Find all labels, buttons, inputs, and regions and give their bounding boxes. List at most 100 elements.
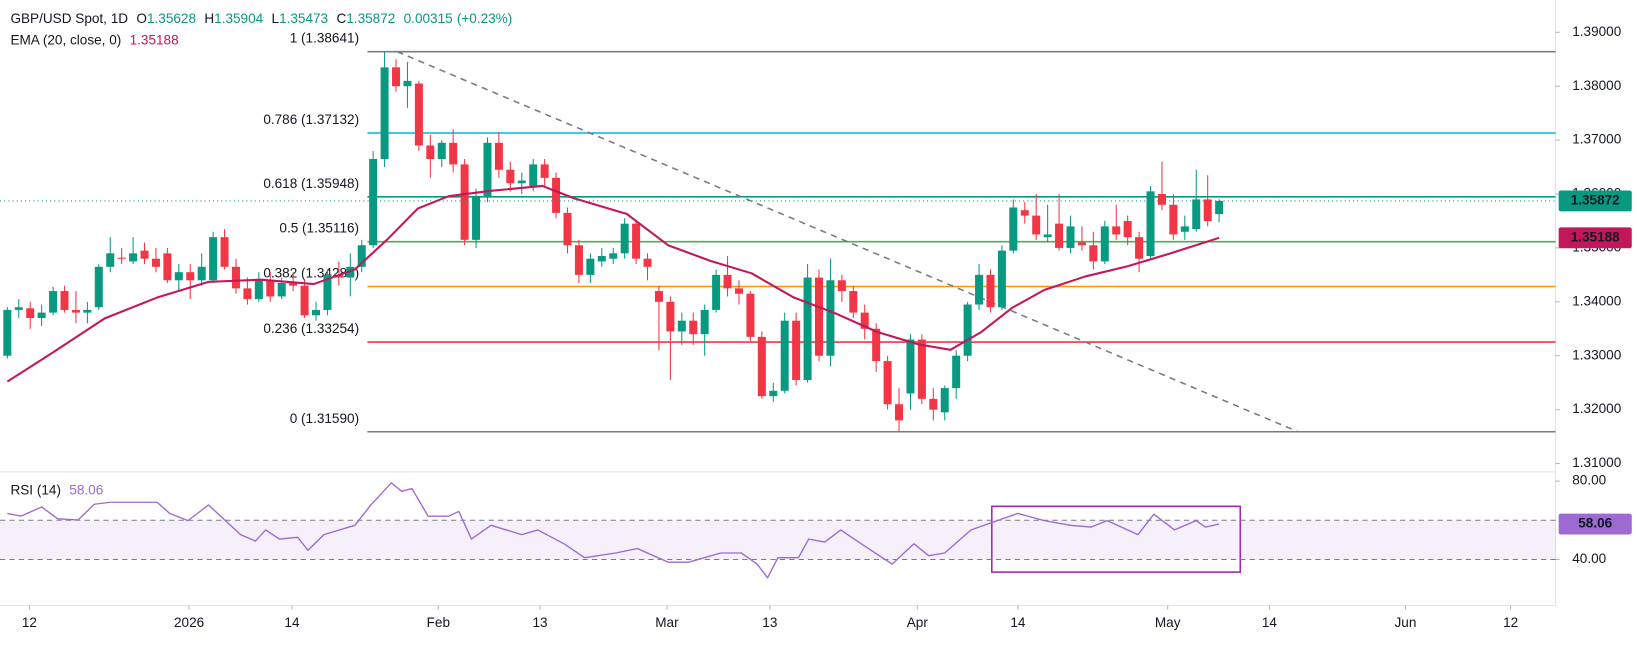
candle-body [1055, 223, 1064, 248]
axes: 1.390001.380001.370001.360001.350001.340… [22, 24, 1632, 630]
candle-body [220, 237, 229, 267]
candle-body [289, 282, 298, 286]
fib-label: 0.236 (1.33254) [263, 321, 359, 336]
candle-body [380, 67, 389, 159]
ema-value: 1.35188 [130, 32, 179, 47]
header-ema: EMA (20, close, 0) 1.35188 [10, 32, 178, 47]
x-tick-label: 12 [22, 615, 37, 630]
price-tag: 1.35872 [1571, 193, 1620, 208]
candle-body [403, 80, 412, 87]
candle-body [1089, 245, 1098, 262]
candle-body [1009, 207, 1018, 251]
candle-body [1169, 204, 1178, 235]
candle-body [129, 253, 138, 262]
candle-body [746, 293, 755, 337]
c-value: 1.35872 [346, 10, 395, 25]
candle-body [437, 142, 446, 159]
candle-body [483, 142, 492, 197]
candle-body [963, 304, 972, 356]
candle-body [449, 142, 458, 165]
candle-body [506, 169, 515, 184]
rsi-band-fill [0, 520, 1556, 560]
rsi-name: RSI (14) [10, 482, 61, 497]
h-label: H [204, 10, 214, 25]
y-tick-label: 1.39000 [1572, 24, 1621, 39]
candle-body [597, 256, 606, 262]
candle-body [277, 282, 286, 297]
candle-body [460, 164, 469, 240]
candle-body [769, 390, 778, 397]
candle-body [849, 291, 858, 313]
y-tick-label: 1.31000 [1572, 455, 1621, 470]
candle-body [3, 309, 12, 356]
candle-body [654, 291, 663, 302]
candle-body [231, 266, 240, 289]
c-label: C [336, 10, 346, 25]
candle-body [60, 291, 69, 310]
candle-body [357, 245, 366, 267]
rsi-tick-label: 40.00 [1572, 551, 1606, 566]
rsi-value: 58.06 [69, 482, 103, 497]
header-ohlc: GBP/USD Spot, 1D O1.35628 H1.35904 L1.35473… [10, 10, 512, 25]
candle-body [540, 164, 549, 178]
main-pane: 1 (1.38641) 0.786 (1.37132) 0.618 (1.35948… [0, 31, 1556, 433]
x-tick-label: 14 [1262, 615, 1278, 630]
candle-body [323, 274, 332, 310]
candle-body [494, 142, 503, 170]
y-tick-label: 1.38000 [1572, 78, 1621, 93]
candle-body [1020, 210, 1029, 216]
symbol: GBP/USD Spot, 1D [10, 10, 128, 25]
change-pct: (+0.23%) [457, 10, 512, 25]
candle-body [975, 274, 984, 305]
o-value: 1.35628 [147, 10, 196, 25]
candle-body [552, 177, 561, 213]
candle-body [1066, 226, 1075, 248]
ema-tag: 1.35188 [1571, 229, 1620, 244]
candle-body [186, 272, 195, 281]
candle-body [174, 272, 183, 281]
candle-body [37, 312, 46, 318]
candle-body [71, 309, 80, 313]
candle-body [1180, 226, 1189, 232]
candle-body [666, 301, 675, 332]
candle-body [1043, 234, 1052, 238]
y-tick-label: 1.32000 [1572, 401, 1621, 416]
candle-body [117, 257, 126, 259]
candle-body [369, 158, 378, 246]
candle-body [529, 164, 538, 186]
candle-body [872, 328, 881, 362]
x-tick-label: Apr [907, 615, 929, 630]
candle-body [620, 223, 629, 254]
candle-body [883, 361, 892, 405]
candle-body [803, 277, 812, 380]
candle-body [106, 253, 115, 267]
candle-body [1192, 199, 1201, 230]
candle-body [723, 274, 732, 289]
candle-body [906, 339, 915, 394]
x-tick-label: 12 [1503, 615, 1518, 630]
candle-body [826, 280, 835, 356]
candle-body [94, 266, 103, 308]
candle-body [26, 308, 35, 318]
candle-body [574, 245, 583, 275]
price-tag-bg [1558, 190, 1632, 212]
candle-body [677, 320, 686, 332]
y-tick-label: 1.34000 [1572, 293, 1621, 308]
fib-label: 0 (1.31590) [290, 411, 359, 426]
l-value: 1.35473 [279, 10, 328, 25]
rsi-line [7, 482, 1220, 579]
candle-body [1112, 226, 1121, 235]
rsi-pane [0, 482, 1556, 579]
candle-body [780, 320, 789, 391]
candle-body [643, 258, 652, 267]
candle-body [300, 285, 309, 316]
y-tick-label: 1.33000 [1572, 347, 1621, 362]
candle-body [860, 312, 869, 329]
x-tick-label: Jun [1395, 615, 1417, 630]
y-tick-label: 1.37000 [1572, 132, 1621, 147]
candle-body [734, 288, 743, 294]
x-tick-label: 13 [762, 615, 777, 630]
candle-body [151, 258, 160, 267]
